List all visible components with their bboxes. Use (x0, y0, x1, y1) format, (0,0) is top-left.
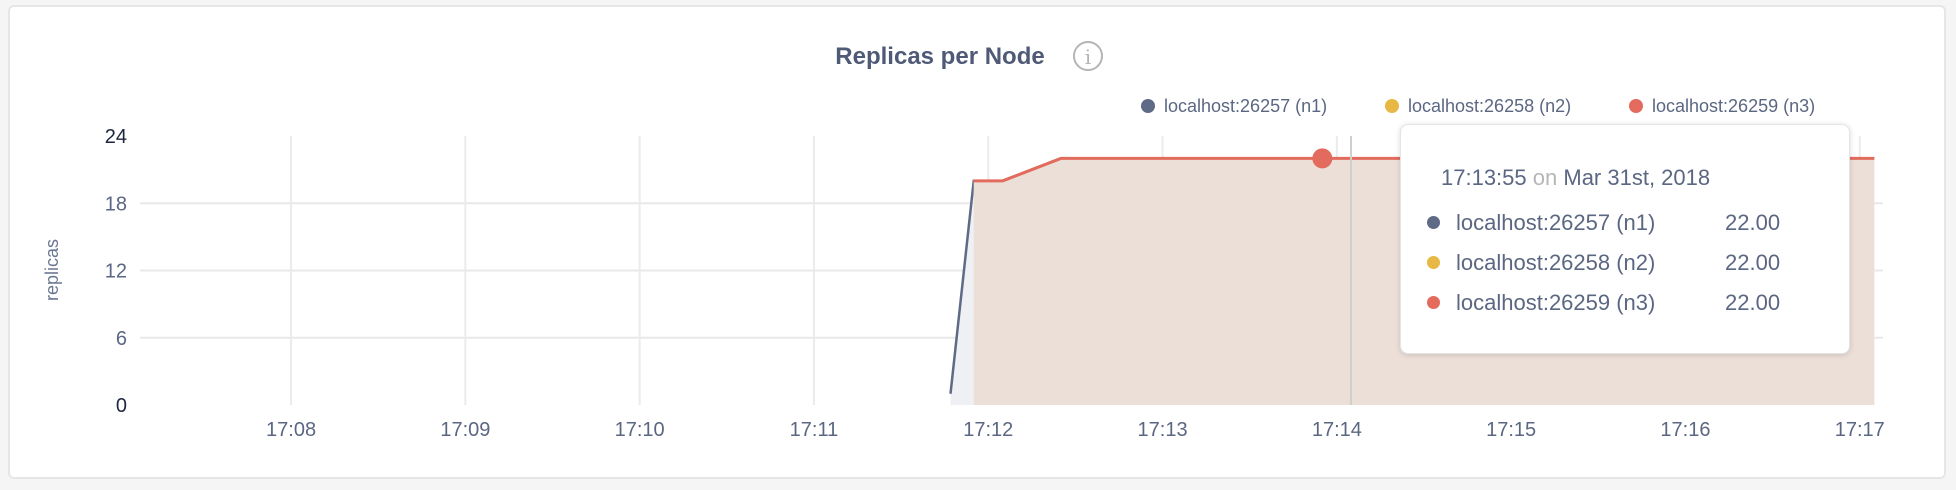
y-tick-label: 12 (105, 261, 127, 283)
tooltip-row-n1: localhost:26257 (n1) 22.00 (1427, 210, 1780, 236)
x-tick-label: 17:16 (1660, 419, 1710, 441)
legend-dot-icon (1141, 99, 1155, 113)
tooltip-label: localhost:26259 (n3) (1456, 290, 1656, 315)
x-tick-label: 17:12 (963, 419, 1013, 441)
series-dot-icon (1427, 255, 1440, 269)
legend-item-label: localhost:26258 (n2) (1408, 96, 1571, 116)
x-tick-label: 17:15 (1486, 419, 1536, 441)
svg-text:i: i (1085, 45, 1091, 69)
y-tick-label: 0 (116, 395, 127, 417)
chart-tooltip: 17:13:55 on Mar 31st, 2018 localhost:262… (1400, 124, 1850, 354)
tooltip-on: on (1532, 165, 1558, 190)
tooltip-label: localhost:26257 (n1) (1456, 210, 1656, 235)
chart-title: Replicas per Node (835, 43, 1044, 70)
x-tick-label: 17:13 (1138, 419, 1188, 441)
x-tick-label: 17:09 (440, 419, 490, 441)
x-tick-label: 17:11 (790, 419, 839, 441)
tooltip-date: Mar 31st, 2018 (1563, 165, 1711, 190)
legend-dot-icon (1385, 99, 1399, 113)
x-tick-label: 17:08 (266, 419, 316, 441)
x-tick-label: 17:10 (615, 419, 665, 441)
tooltip-time: 17:13:55 (1441, 165, 1527, 190)
tooltip-value: 22.00 (1725, 290, 1781, 315)
x-tick-label: 17:14 (1312, 419, 1362, 441)
y-tick-label: 18 (105, 193, 127, 215)
series-dot-icon (1427, 295, 1440, 309)
tooltip-value: 22.00 (1725, 250, 1781, 275)
tooltip-label: localhost:26258 (n2) (1456, 250, 1656, 275)
legend-item-label: localhost:26259 (n3) (1652, 96, 1815, 116)
y-tick-label: 6 (116, 328, 127, 350)
tooltip-value: 22.00 (1725, 210, 1781, 235)
y-axis-label: replicas (42, 239, 62, 301)
series-dot-icon (1427, 215, 1440, 229)
info-icon[interactable]: i (1073, 41, 1103, 71)
legend-dot-icon (1629, 99, 1643, 113)
y-tick-label: 24 (105, 126, 127, 148)
tooltip-row-n2: localhost:26258 (n2) 22.00 (1427, 250, 1780, 276)
x-tick-label: 17:17 (1835, 419, 1885, 441)
hover-point-marker (1312, 148, 1333, 169)
tooltip-row-n3: localhost:26259 (n3) 22.00 (1427, 290, 1780, 316)
tooltip-timestamp: 17:13:55 on Mar 31st, 2018 (1441, 165, 1710, 191)
legend-item-label: localhost:26257 (n1) (1164, 96, 1327, 116)
